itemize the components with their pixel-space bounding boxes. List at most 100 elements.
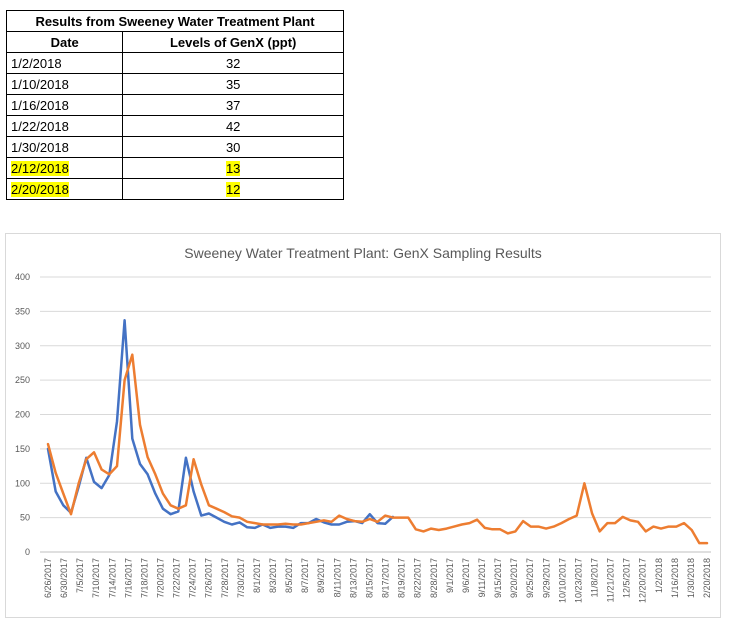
series-1-point [238,521,241,524]
x-tick-label: 2/20/2018 [702,558,712,598]
series-2-point [591,512,593,515]
series-1-point [338,523,341,526]
series-1-point [292,527,295,529]
series-2-point [246,520,249,523]
series-2-point [568,518,570,520]
series-2-point [468,522,471,524]
y-tick-label: 0 [25,547,30,557]
level-text: 35 [225,76,241,92]
series-1-point [277,525,279,528]
level-text: 37 [225,97,241,113]
series-2-point [208,504,210,507]
series-1-point [192,490,195,493]
series-1-point [123,319,126,322]
x-tick-label: 7/20/2017 [156,558,166,598]
x-tick-label: 10/23/2017 [573,558,583,603]
series-2-point [353,520,356,522]
series-2-point [706,542,708,544]
series-2-point [47,443,49,445]
series-2-point [338,514,341,517]
x-tick-label: 11/8/2017 [589,558,599,597]
series-1-point [146,473,149,476]
series-2-point [552,525,555,528]
x-tick-label: 1/16/2018 [670,558,680,598]
series-2-point [683,522,685,524]
level-cell: 13 [122,157,344,179]
chart-title: Sweeney Water Treatment Plant: GenX Samp… [184,245,541,261]
series-2-point [606,522,609,524]
series-1-point [185,456,187,459]
x-tick-label: 8/15/2017 [364,558,374,598]
y-tick-label: 350 [15,306,30,316]
date-text: 2/20/2018 [11,181,69,197]
series-2-point [315,520,318,523]
series-2-point [100,468,103,471]
date-cell: 1/30/2018 [5,136,124,158]
series-2-point [598,530,601,533]
series-1-point [154,492,157,495]
x-tick-label: 1/2/2018 [654,558,664,593]
series-2-point [146,456,149,458]
table-row: 1/16/2018 37 [5,94,344,116]
series-1-point [162,507,164,510]
series-2-point [215,507,218,510]
date-text: 2/12/2018 [11,160,69,176]
x-tick-label: 7/5/2017 [75,558,85,593]
series-2-point [414,528,417,531]
table-row: 1/22/2018 42 [5,115,344,137]
date-text: 1/16/2018 [11,97,69,113]
date-cell: 1/10/2018 [5,73,124,95]
series-1-point [208,512,210,515]
column-header-date: Date [5,31,124,53]
x-tick-label: 11/21/2017 [606,558,616,602]
series-1-point [139,463,141,465]
x-tick-label: 10/10/2017 [557,558,567,603]
series-2-point [54,472,57,474]
series-2-point [422,530,425,533]
series-2-point [284,522,287,525]
series-2-point [453,525,455,528]
date-cell: 1/16/2018 [5,94,124,116]
series-2-point [652,525,655,528]
series-2-point [445,527,448,530]
date-text: 1/22/2018 [11,118,69,134]
x-tick-label: 7/18/2017 [139,558,149,598]
series-2-point [675,525,678,528]
series-2-point [575,514,578,517]
series-2-point [70,513,72,516]
x-tick-label: 7/16/2017 [123,558,133,598]
series-2-point [399,516,402,519]
table-row: 2/12/2018 13 [5,157,344,179]
level-text: 13 [225,160,241,176]
table-body: 1/2/2018 32 1/10/2018 35 1/16/2018 37 1/22/201… [5,52,344,200]
table-row: 1/2/2018 32 [5,52,344,74]
series-2-point [621,516,624,518]
x-tick-label: 8/11/2017 [332,558,342,597]
date-text: 1/2/2018 [11,55,62,71]
series-1-point [384,522,387,525]
series-2-point [269,523,272,526]
series-2-point [254,522,256,524]
series-1-point [100,487,103,489]
series-2-point [116,465,118,467]
series-2-point [162,492,164,495]
series-1-point [215,516,218,519]
series-2-point [231,515,233,518]
date-cell: 1/22/2018 [5,115,124,137]
level-cell: 37 [122,94,344,116]
series-1-point [231,523,233,526]
series-2-point [131,353,134,356]
x-tick-label: 8/22/2017 [413,558,423,598]
x-tick-label: 9/15/2017 [493,558,503,598]
series-2-point [522,520,524,522]
column-header-levels: Levels of GenX (ppt) [122,31,344,53]
table-row: 1/10/2018 35 [5,73,344,95]
x-tick-label: 9/1/2017 [445,558,455,593]
level-text: 42 [225,118,241,134]
date-text: 1/10/2018 [11,76,69,92]
series-2-point [629,519,632,522]
series-1-point [246,526,249,529]
series-2-point [77,482,80,485]
x-tick-label: 8/7/2017 [300,558,310,593]
y-tick-label: 300 [15,341,30,351]
